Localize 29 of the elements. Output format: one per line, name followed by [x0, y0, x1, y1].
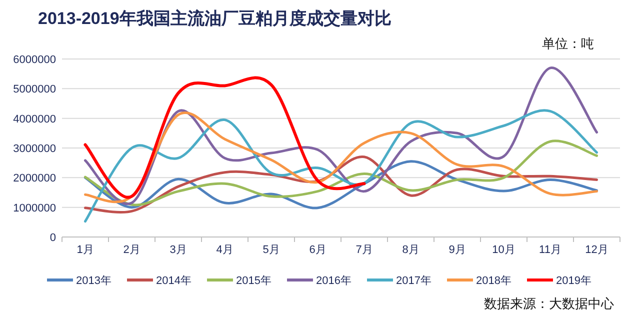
legend-label: 2018年	[476, 275, 512, 287]
legend-label: 2015年	[236, 275, 272, 287]
legend-label: 2014年	[156, 275, 192, 287]
y-tick-label: 5000000	[13, 84, 56, 96]
x-tick-label: 3月	[170, 244, 187, 256]
x-tick-label: 9月	[448, 244, 466, 256]
y-tick-label: 3000000	[13, 143, 56, 155]
y-tick-label: 2000000	[13, 172, 56, 185]
y-tick-label: 4000000	[13, 113, 56, 126]
annotation: 单位：吨	[542, 36, 594, 51]
y-tick-label: 1000000	[13, 202, 56, 214]
x-tick-label: 2月	[123, 244, 140, 256]
annotation: 数据来源：大数据中心	[484, 296, 614, 311]
legend-label: 2017年	[396, 275, 432, 287]
legend-label: 2019年	[556, 275, 592, 287]
x-tick-label: 10月	[492, 244, 516, 256]
title: 2013-2019年我国主流油厂豆粕月度成交量对比	[38, 9, 392, 28]
x-tick-label: 12月	[585, 244, 608, 256]
legend-label: 2016年	[316, 275, 352, 287]
x-tick-label: 4月	[216, 244, 234, 256]
y-tick-label: 0	[50, 232, 56, 244]
legend-label: 2013年	[76, 275, 112, 287]
x-tick-label: 8月	[402, 244, 420, 256]
x-tick-label: 6月	[309, 244, 326, 256]
x-tick-label: 5月	[262, 244, 280, 256]
x-tick-label: 7月	[356, 244, 373, 256]
x-tick-label: 1月	[76, 244, 94, 256]
y-tick-label: 6000000	[13, 54, 56, 66]
x-tick-label: 11月	[539, 244, 562, 256]
